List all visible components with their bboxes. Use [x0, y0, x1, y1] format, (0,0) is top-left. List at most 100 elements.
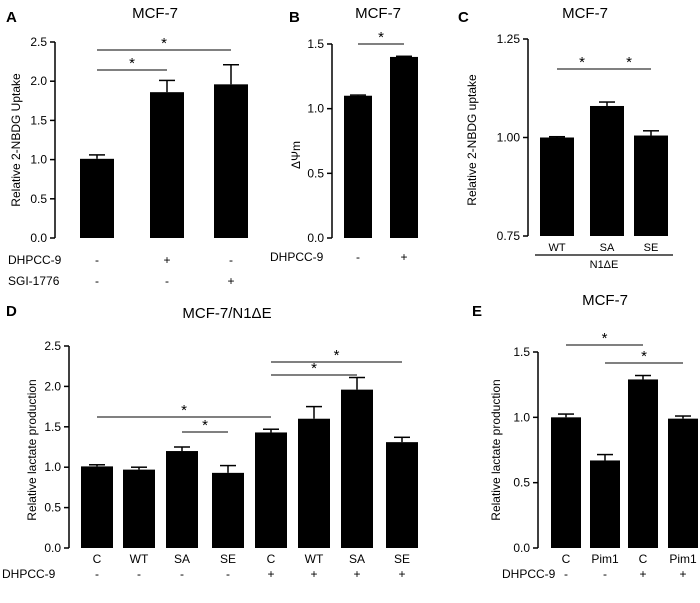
treatment-name: DHPCC-9 — [2, 567, 56, 581]
bar — [590, 460, 620, 548]
y-axis-label: Relative lactate production — [489, 379, 503, 520]
y-tick-label: 0.5 — [44, 501, 61, 515]
treatment-mark: - — [95, 567, 99, 581]
panel-title: MCF-7 — [582, 292, 628, 309]
treatment-mark: - — [229, 253, 233, 267]
panel-title: MCF-7 — [132, 5, 178, 22]
x-tick-label: WT — [548, 242, 565, 254]
panel-E: E MCF-7 0.0 0.5 1.0 1.5 Relative lactate produ… — [472, 292, 698, 581]
bar — [344, 95, 372, 238]
x-tick-label: WT — [130, 552, 149, 566]
y-tick-label: 0.75 — [497, 229, 521, 243]
x-tick-label: Pim1 — [669, 552, 697, 566]
x-tick-label: C — [639, 552, 648, 566]
bar — [668, 418, 698, 548]
treatment-mark: + — [353, 567, 360, 581]
bar — [298, 418, 330, 548]
treatment-mark: + — [227, 274, 234, 288]
y-tick-label: 2.0 — [30, 74, 47, 88]
bar — [386, 442, 418, 548]
significance-star: * — [202, 417, 208, 434]
significance-star: * — [161, 35, 167, 52]
x-tick-label: SE — [394, 552, 410, 566]
y-tick-label: 1.00 — [497, 131, 521, 145]
y-axis-label: Relative 2-NBDG uptake — [465, 74, 479, 206]
treatment-name: DHPCC-9 — [8, 253, 62, 267]
bar — [590, 105, 624, 236]
bar — [540, 137, 574, 236]
treatment-mark: + — [398, 567, 405, 581]
panel-title: MCF-7/N1ΔE — [182, 305, 271, 322]
y-tick-label: 1.5 — [307, 37, 324, 51]
y-tick-label: 1.5 — [44, 420, 61, 434]
x-tick-label: SE — [644, 242, 659, 254]
panel-label: E — [472, 303, 482, 320]
bar — [341, 389, 373, 548]
panel-label: D — [6, 303, 17, 320]
bar — [255, 432, 287, 548]
panel-label: A — [6, 9, 17, 26]
x-tick-label: C — [93, 552, 102, 566]
y-tick-label: 1.25 — [497, 32, 521, 46]
y-tick-label: 1.0 — [513, 410, 530, 424]
panel-label: C — [458, 9, 469, 26]
bar — [166, 451, 198, 548]
bar — [551, 417, 581, 548]
bar — [123, 469, 155, 548]
significance-star: * — [602, 330, 608, 347]
y-tick-label: 0.5 — [513, 476, 530, 490]
bar — [80, 158, 114, 238]
panel-C: C MCF-7 0.75 1.00 1.25 Relative 2-NBDG uptake… — [458, 5, 673, 271]
y-tick-label: 0.5 — [307, 166, 324, 180]
treatment-mark: + — [400, 250, 407, 264]
y-tick-label: 1.5 — [513, 345, 530, 359]
x-tick-label: SA — [174, 552, 190, 566]
x-tick-label: WT — [305, 552, 324, 566]
significance-star: * — [129, 55, 135, 72]
panel-D: D MCF-7/N1ΔE 0.0 0.5 1.0 1.5 2.0 2.5 Relative la… — [2, 303, 418, 581]
y-tick-label: 0.0 — [513, 541, 530, 555]
treatment-mark: - — [603, 567, 607, 581]
significance-star: * — [181, 402, 187, 419]
y-tick-label: 1.5 — [30, 113, 47, 127]
treatment-name: DHPCC-9 — [502, 567, 556, 581]
bar — [150, 92, 184, 239]
y-tick-label: 0.0 — [307, 231, 324, 245]
y-tick-label: 0.0 — [30, 231, 47, 245]
y-tick-label: 2.5 — [44, 339, 61, 353]
y-tick-label: 1.0 — [30, 153, 47, 167]
y-tick-label: 1.0 — [307, 102, 324, 116]
y-tick-label: 2.0 — [44, 379, 61, 393]
bar — [81, 466, 113, 548]
treatment-mark: - — [226, 567, 230, 581]
treatment-mark: - — [95, 274, 99, 288]
x-tick-label: SA — [349, 552, 365, 566]
panel-title: MCF-7 — [355, 5, 401, 22]
y-tick-label: 2.5 — [30, 35, 47, 49]
treatment-mark: + — [679, 567, 686, 581]
y-axis-label: Relative lactate production — [25, 379, 39, 520]
treatment-mark: + — [267, 567, 274, 581]
y-tick-label: 1.0 — [44, 460, 61, 474]
treatment-mark: + — [310, 567, 317, 581]
bar — [634, 135, 668, 236]
bar — [214, 84, 248, 238]
significance-star: * — [378, 29, 384, 46]
y-axis-label: Relative 2-NBDG Uptake — [9, 73, 23, 207]
treatment-mark: - — [564, 567, 568, 581]
panel-A: A MCF-7 0.0 0.5 1.0 1.5 2.0 2.5 Relative 2-NBDG … — [6, 5, 248, 288]
panel-label: B — [289, 9, 300, 26]
significance-star: * — [334, 347, 340, 364]
y-tick-label: 0.5 — [30, 192, 47, 206]
treatment-mark: + — [639, 567, 646, 581]
treatment-mark: - — [356, 250, 360, 264]
bar — [212, 472, 244, 548]
y-tick-label: 0.0 — [44, 541, 61, 555]
x-tick-label: Pim1 — [591, 552, 619, 566]
treatment-mark: - — [137, 567, 141, 581]
x-tick-label: C — [562, 552, 571, 566]
significance-star: * — [626, 54, 632, 71]
panel-title: MCF-7 — [562, 5, 608, 22]
treatment-mark: - — [165, 274, 169, 288]
